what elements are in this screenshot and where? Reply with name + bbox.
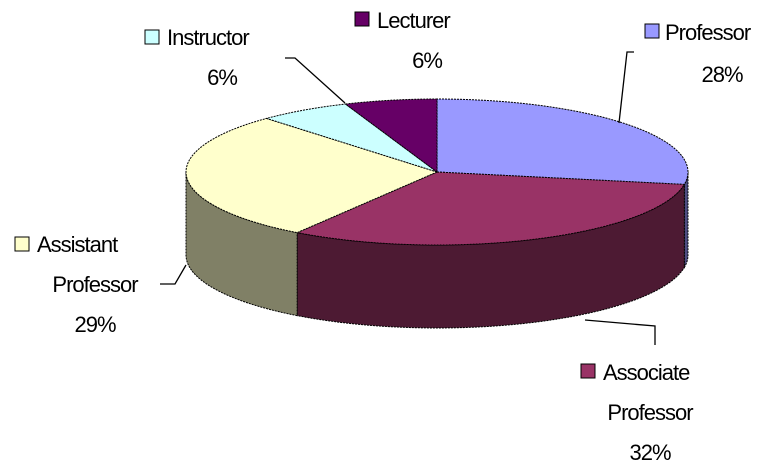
- pie-tops: [185, 98, 689, 246]
- pie-slice: [185, 117, 439, 234]
- label-line: Lecturer: [377, 8, 450, 33]
- label-swatch: [354, 11, 370, 27]
- leader-line: [618, 51, 634, 124]
- value-label: 32%: [629, 440, 670, 465]
- label-line: Professor: [607, 400, 693, 425]
- category-label: Lecturer: [377, 8, 450, 33]
- category-label: Assistant Professor: [37, 232, 138, 297]
- label-line: Associate: [603, 360, 695, 385]
- label-line: Instructor: [167, 25, 249, 50]
- pie-slice: [264, 103, 438, 173]
- category-label: Professor: [665, 20, 751, 45]
- label-swatch: [580, 363, 596, 379]
- value-label: 28%: [701, 62, 742, 87]
- label-swatch: [14, 236, 30, 252]
- label-swatch: [144, 29, 160, 45]
- category-label: Instructor: [167, 25, 249, 50]
- category-label: Associate Professor: [603, 360, 695, 425]
- label-line: Assistant: [37, 232, 122, 257]
- pie-slice: [436, 98, 689, 185]
- label-line: Professor: [665, 20, 751, 45]
- pie-slice: [344, 98, 438, 173]
- leader-line: [584, 319, 656, 345]
- pie-sides: [185, 171, 689, 329]
- labels: Professor 28% Associate Professor 32% Assist…: [14, 8, 752, 465]
- label-swatch: [644, 23, 660, 39]
- label-line: Professor: [52, 272, 138, 297]
- leader-line: [285, 57, 346, 104]
- value-label: 6%: [412, 48, 442, 73]
- value-label: 6%: [207, 65, 237, 90]
- pie-slice-side: [683, 171, 689, 270]
- value-label: 29%: [74, 312, 115, 337]
- leader-line: [160, 264, 187, 285]
- pie-slice: [295, 171, 686, 246]
